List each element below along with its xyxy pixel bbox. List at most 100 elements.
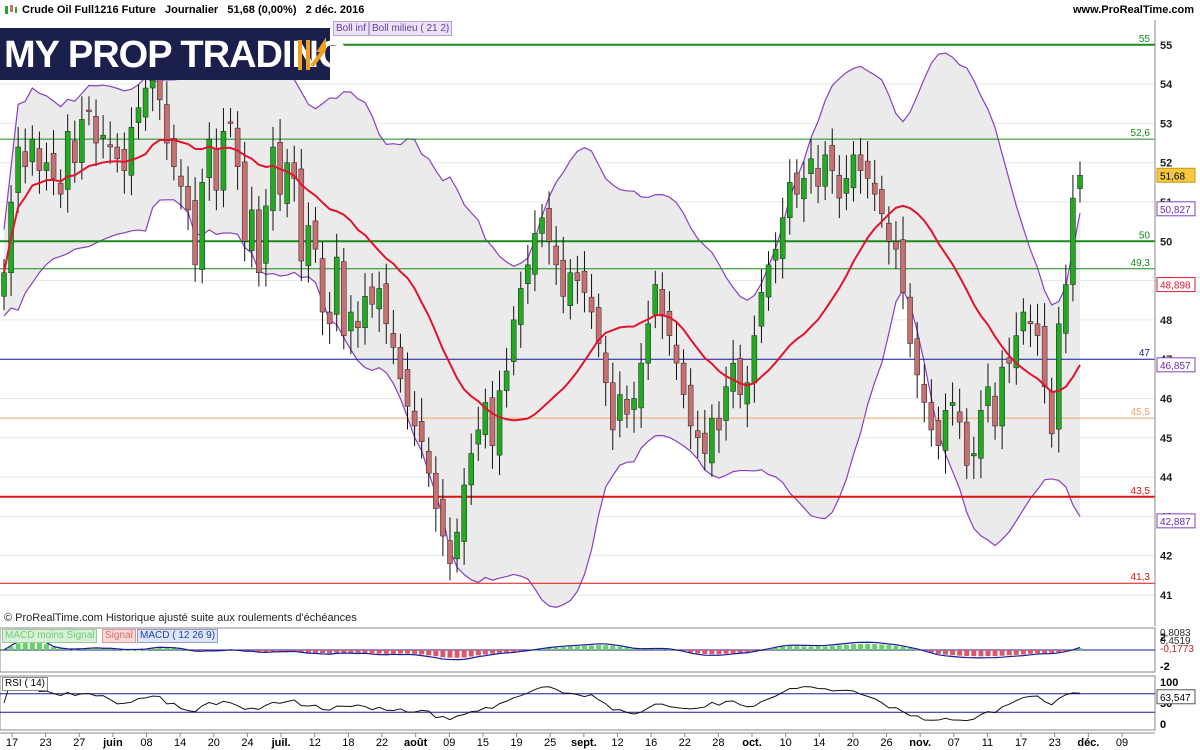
candle-body: [425, 450, 432, 474]
level-label: 47: [1139, 348, 1151, 359]
candle-body: [1006, 357, 1012, 364]
candle-body: [1, 272, 7, 297]
candle-body: [624, 399, 630, 415]
value-tag: [1156, 277, 1196, 293]
candle-body: [702, 432, 708, 454]
macd-legend-macd[interactable]: MACD ( 12 26 9): [137, 629, 219, 643]
macd-histogram-bar: [263, 650, 269, 652]
macd-histogram-bar: [178, 648, 184, 650]
macd-histogram-bar: [164, 647, 170, 650]
macd-histogram-bar: [334, 650, 340, 653]
macd-histogram-bar: [1077, 647, 1083, 650]
macd-histogram-bar: [362, 650, 368, 653]
legend-boll-inf[interactable]: Boll inf: [333, 21, 370, 36]
macd-histogram-bar: [688, 650, 694, 653]
x-tick-label: 10: [780, 737, 792, 749]
candle-body: [879, 189, 885, 215]
price-tick-label: 53: [1160, 118, 1172, 130]
candle-body: [893, 241, 899, 250]
candle-body: [617, 394, 623, 421]
x-tick-label: déc.: [1077, 737, 1099, 749]
value-tag: [1156, 513, 1196, 529]
candle-body: [942, 410, 949, 451]
x-tick-label: 28: [712, 737, 724, 749]
macd-histogram-bar: [560, 646, 566, 650]
macd-histogram-bar: [489, 650, 495, 654]
x-tick-label: 15: [477, 737, 489, 749]
macd-legend-signal[interactable]: Signal: [102, 629, 136, 643]
macd-histogram-bar: [128, 649, 134, 651]
candle-body: [411, 410, 418, 427]
candle-body: [999, 366, 1005, 427]
candle-body: [645, 323, 651, 364]
macd-histogram-bar: [1049, 650, 1055, 653]
price-tick-label: 55: [1160, 40, 1172, 52]
candle-body: [787, 182, 793, 218]
candle-body: [758, 292, 765, 327]
candle-body: [164, 104, 170, 144]
candle-body: [730, 362, 736, 392]
level-label: 43,5: [1131, 486, 1151, 497]
macd-histogram-bar: [511, 650, 517, 652]
macd-histogram-bar: [43, 644, 49, 650]
x-tick-label: 14: [174, 737, 186, 749]
macd-histogram-bar: [886, 645, 892, 650]
candle-body: [907, 296, 913, 344]
macd-histogram-bar: [1006, 650, 1012, 656]
candle-body: [765, 264, 772, 298]
macd-histogram-bar: [716, 650, 722, 655]
macd-legend-hist[interactable]: MACD moins Signal: [2, 629, 98, 643]
x-tick-label: 07: [948, 737, 960, 749]
candle-body: [142, 87, 149, 118]
candle-body: [808, 158, 814, 174]
macd-histogram-bar: [468, 650, 474, 657]
macd-histogram-bar: [15, 643, 21, 650]
macd-histogram-bar: [978, 650, 984, 657]
macd-histogram-bar: [454, 650, 460, 658]
macd-histogram-bar: [192, 650, 198, 651]
macd-histogram-bar: [461, 650, 467, 658]
rsi-legend[interactable]: RSI ( 14): [2, 677, 49, 691]
macd-histogram-bar: [957, 650, 963, 656]
macd-histogram-bar: [270, 650, 276, 652]
candle-body: [886, 222, 892, 242]
candle-body: [900, 239, 906, 293]
candle-body: [447, 540, 453, 564]
candle-body: [15, 146, 21, 193]
candle-body: [468, 453, 474, 486]
macd-histogram-bar: [29, 641, 35, 650]
x-tick-label: 18: [342, 737, 354, 749]
rsi-panel: [0, 675, 1156, 731]
price-tick-label: 44: [1160, 472, 1173, 484]
candle-body: [256, 209, 262, 273]
value-tag: [1156, 201, 1196, 217]
macd-histogram-bar: [666, 649, 672, 651]
x-tick-label: 17: [1015, 737, 1027, 749]
macd-histogram-bar: [305, 650, 311, 653]
macd-histogram-bar: [1013, 650, 1019, 655]
macd-histogram-bar: [199, 650, 205, 651]
macd-histogram-bar: [150, 648, 156, 650]
candle-body: [440, 498, 446, 537]
value-tag-label: 50,827: [1160, 205, 1191, 216]
candle-body: [1063, 284, 1069, 334]
macd-histogram-bar: [475, 650, 481, 656]
macd-histogram-bar: [65, 649, 71, 651]
x-tick-label: sept.: [571, 737, 597, 749]
candle-body: [666, 311, 673, 336]
macd-histogram-bar: [787, 646, 793, 650]
brand-logo: MY PROP TRADING: [0, 28, 348, 80]
site-url[interactable]: www.ProRealTime.com: [1072, 4, 1194, 16]
macd-histogram-bar: [504, 650, 510, 653]
candle-body: [539, 217, 545, 234]
candle-body: [595, 307, 602, 344]
legend-boll-mid[interactable]: Boll milieu ( 21 2): [369, 21, 453, 36]
macd-histogram-bar: [971, 650, 977, 657]
level-label: 41,3: [1131, 572, 1151, 583]
candle-body: [50, 153, 57, 179]
macd-histogram-bar: [22, 642, 28, 650]
x-tick-label: 24: [241, 737, 253, 749]
candle-body: [36, 148, 43, 171]
price-tick-label: 45: [1160, 433, 1172, 445]
